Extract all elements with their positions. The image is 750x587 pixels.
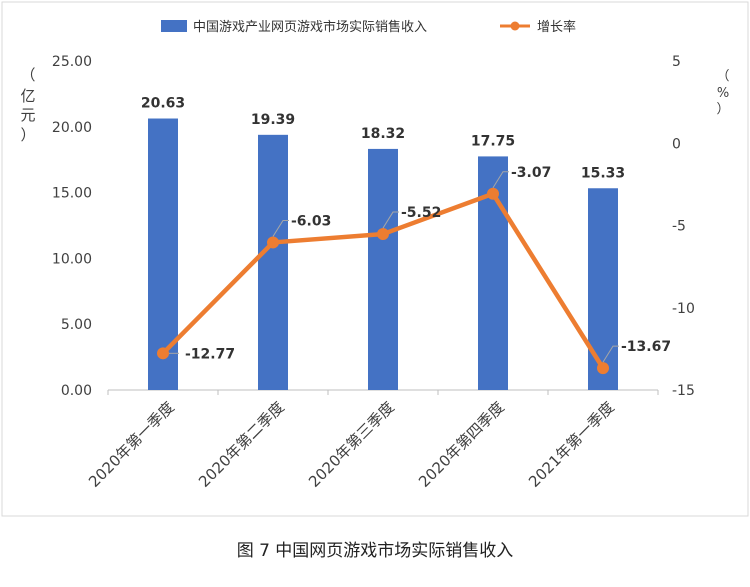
y-left-axis-label-char: 元 xyxy=(20,106,35,124)
growth-label-leader xyxy=(382,211,399,229)
bar-value-label: 17.75 xyxy=(471,133,515,149)
growth-label-leader xyxy=(602,345,619,363)
legend-bar-label: 中国游戏产业网页游戏市场实际销售收入 xyxy=(193,19,427,35)
data-labels: 20.63 19.39 18.32 17.75 15.33 -12.77 -6.03 -5.5… xyxy=(141,96,671,363)
y-left-tick-label: 5.00 xyxy=(61,317,92,333)
y-left-axis-label-char: ） xyxy=(20,126,35,144)
legend-bar-swatch xyxy=(161,20,187,32)
growth-rate-label: -13.67 xyxy=(621,339,671,355)
bar-value-label: 19.39 xyxy=(251,112,295,128)
growth-rate-marker xyxy=(377,228,389,241)
y-left-axis-label-char: 亿 xyxy=(20,87,35,105)
legend-line-label: 增长率 xyxy=(537,19,576,35)
growth-rate-marker xyxy=(267,236,279,249)
y-right-axis-label-char: % xyxy=(717,86,729,101)
growth-rate-label: -12.77 xyxy=(185,346,235,362)
growth-rate-marker xyxy=(157,347,169,360)
bar-value-label: 18.32 xyxy=(361,126,405,142)
y-left-tick-label: 25.00 xyxy=(52,54,92,70)
y-right-tick-label: -5 xyxy=(672,219,686,235)
growth-label-leader xyxy=(272,219,289,237)
y-left-tick-label: 10.00 xyxy=(52,251,92,267)
y-left-tick-label: 15.00 xyxy=(52,186,92,202)
y-right-axis-label-char: （ xyxy=(716,69,729,84)
growth-label-leader xyxy=(492,171,509,189)
figure-caption: 图 7 中国网页游戏市场实际销售收入 xyxy=(236,541,514,561)
y-right-tick-label: 0 xyxy=(672,136,681,152)
growth-rate-label: -6.03 xyxy=(291,213,331,229)
y-right-tick-label: -15 xyxy=(672,383,695,399)
line-series xyxy=(157,187,609,375)
y-right-tick-label: 5 xyxy=(672,54,681,70)
growth-rate-label: -3.07 xyxy=(511,165,551,181)
bar xyxy=(588,188,618,390)
bar xyxy=(368,148,398,390)
y-left-tick-label: 20.00 xyxy=(52,120,92,136)
legend-line-marker xyxy=(510,21,520,31)
legend: 中国游戏产业网页游戏市场实际销售收入 增长率 xyxy=(161,19,576,35)
bar xyxy=(258,134,288,390)
y-left-axis-label-char: （ xyxy=(20,66,35,84)
bar-value-label: 20.63 xyxy=(141,96,185,112)
growth-rate-label: -5.52 xyxy=(401,205,441,221)
y-right-tick-label: -10 xyxy=(672,301,695,317)
bar-value-label: 15.33 xyxy=(581,165,625,181)
growth-rate-marker xyxy=(487,187,499,200)
y-left-tick-label: 0.00 xyxy=(61,383,92,399)
y-right-axis-label-char: ） xyxy=(716,102,729,117)
growth-rate-marker xyxy=(597,362,609,375)
